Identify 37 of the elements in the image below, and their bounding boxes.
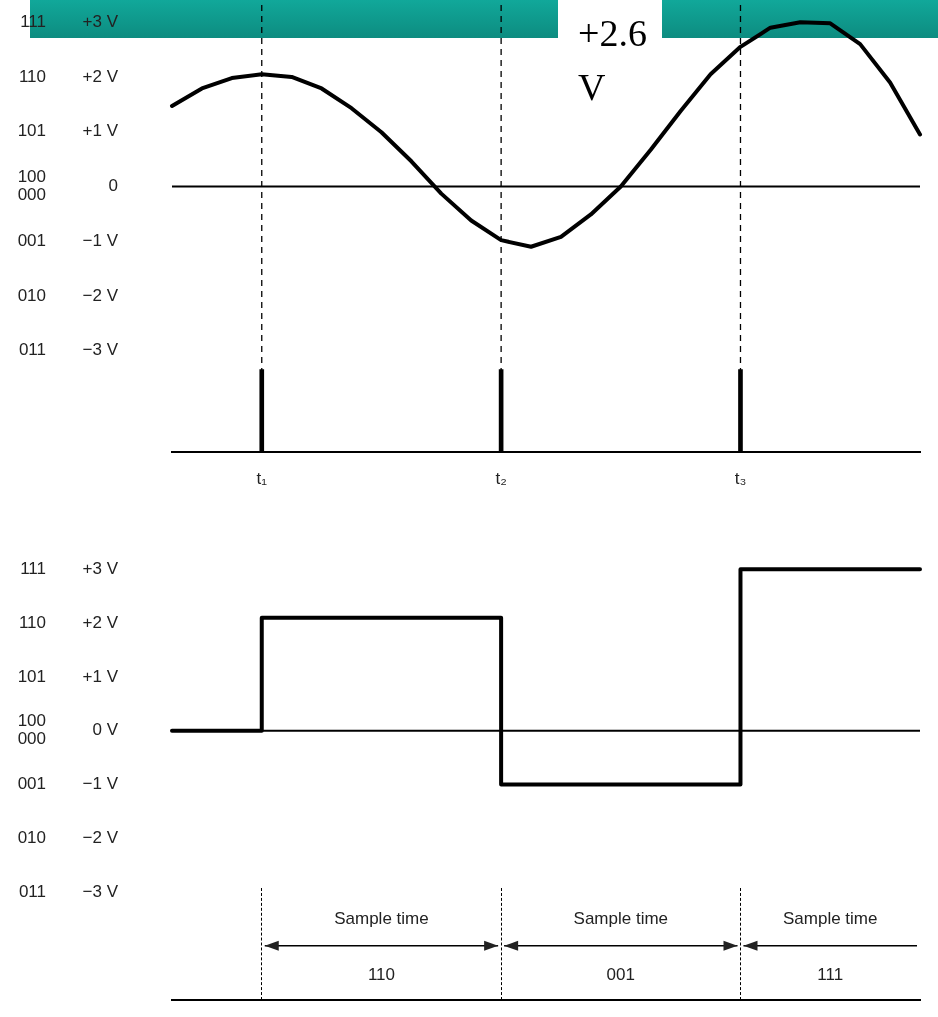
- y-tick-label: −1 V: [82, 774, 119, 794]
- annotation: Sample time: [783, 909, 878, 929]
- text: 101: [17, 121, 46, 141]
- text: 011: [18, 340, 46, 360]
- annotation: +2.6 V: [558, 0, 662, 122]
- text: 010: [17, 828, 46, 848]
- annotation: Sample time: [573, 909, 669, 929]
- text: 100 000: [17, 711, 46, 749]
- y-tick-label: +2 V: [82, 612, 119, 632]
- text: 001: [17, 774, 46, 794]
- text: 010: [17, 285, 46, 305]
- text: 001: [17, 230, 46, 250]
- text: 101: [17, 666, 46, 686]
- y-tick-label: +3 V: [82, 11, 119, 31]
- annotation: Sample time: [334, 909, 429, 929]
- text: 111: [20, 558, 46, 578]
- y-tick-label: −1 V: [82, 230, 119, 250]
- text: 011: [18, 881, 46, 901]
- y-tick-label: −3 V: [82, 881, 119, 901]
- y-tick-label: +3 V: [82, 558, 119, 578]
- text: 110: [18, 612, 46, 632]
- y-tick-label: +2 V: [82, 66, 119, 86]
- text: 110: [18, 66, 46, 86]
- annotation: 001: [606, 965, 635, 985]
- annotation: 110: [367, 965, 395, 985]
- y-tick-label: +1 V: [82, 121, 119, 141]
- y-tick-label: −3 V: [82, 340, 119, 360]
- y-tick-label: +1 V: [82, 666, 119, 686]
- y-tick-label: −2 V: [82, 828, 119, 848]
- text: 100 000: [17, 167, 46, 205]
- x-tick-label: t₃: [734, 469, 747, 489]
- y-tick-label: 0 V: [92, 720, 119, 740]
- y-tick-label: 0: [108, 176, 118, 196]
- x-tick-label: t₁: [256, 469, 268, 489]
- x-tick-label: t₂: [495, 469, 507, 489]
- annotation: 111: [817, 965, 844, 985]
- y-tick-label: −2 V: [82, 285, 119, 305]
